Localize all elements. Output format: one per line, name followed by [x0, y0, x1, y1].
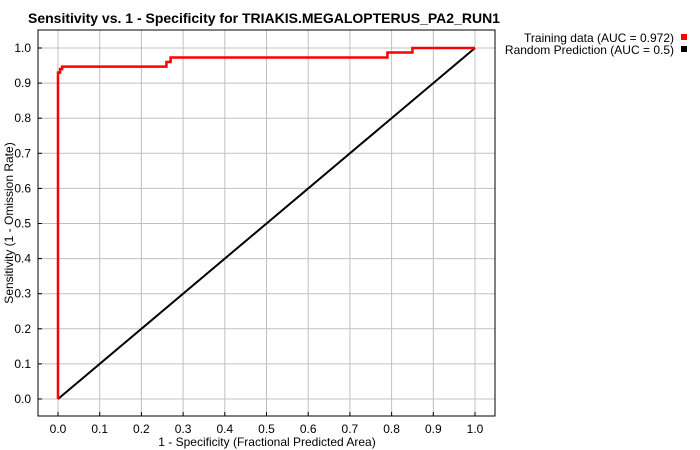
legend: Training data (AUC = 0.972)Random Predic…	[505, 31, 687, 57]
y-tick-label: 0.4	[14, 252, 31, 266]
y-tick-label: 0.7	[14, 146, 31, 160]
legend-swatch	[681, 46, 687, 52]
series-group	[56, 46, 476, 400]
x-tick-label: 0.4	[216, 422, 233, 436]
legend-swatch	[681, 34, 687, 40]
legend-label: Training data (AUC = 0.972)	[524, 31, 674, 45]
x-tick-label: 0.3	[175, 422, 192, 436]
x-tick-label: 1.0	[467, 422, 484, 436]
x-axis-label: 1 - Specificity (Fractional Predicted Ar…	[158, 435, 375, 449]
x-tick-label: 0.6	[300, 422, 317, 436]
x-tick-label: 0.7	[342, 422, 359, 436]
chart-title: Sensitivity vs. 1 - Specificity for TRIA…	[28, 10, 500, 26]
axis-ticks: 0.0 0.1 0.2 0.3 0.4 0.5 0.6 0.7 0.8 0.9 1.0 0.0 0.1 0…	[14, 41, 483, 436]
y-tick-label: 0.2	[14, 322, 31, 336]
x-tick-label: 0.1	[91, 422, 108, 436]
y-tick-label: 0.1	[14, 357, 31, 371]
y-tick-label: 0.9	[14, 76, 31, 90]
y-tick-label: 1.0	[14, 41, 31, 55]
y-tick-label: 0.5	[14, 217, 31, 231]
x-tick-label: 0.8	[383, 422, 400, 436]
y-tick-label: 0.6	[14, 181, 31, 195]
y-tick-label: 0.3	[14, 287, 31, 301]
x-tick-label: 0.5	[258, 422, 275, 436]
x-tick-label: 0.9	[425, 422, 442, 436]
training-curve	[56, 46, 475, 399]
x-tick-label: 0.2	[133, 422, 150, 436]
x-tick-label: 0.0	[50, 422, 67, 436]
legend-label: Random Prediction (AUC = 0.5)	[505, 43, 674, 57]
random-prediction-line	[57, 47, 476, 400]
y-tick-label: 0.0	[14, 392, 31, 406]
y-axis-label: Sensitivity (1 - Omission Rate)	[2, 142, 16, 303]
y-tick-label: 0.8	[14, 111, 31, 125]
